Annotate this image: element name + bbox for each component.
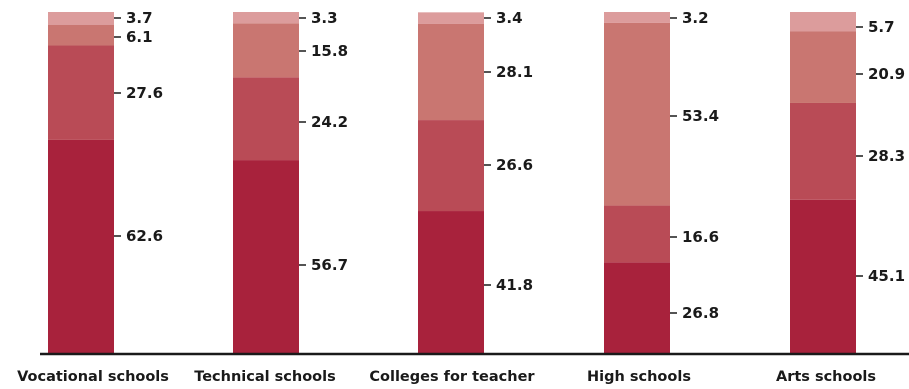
bar-segment-arts-schools-4 (790, 12, 856, 31)
category-labels-group: Vocational schools Technical schools Colle… (17, 369, 876, 385)
value-label-arts-schools-1: 45.1 (868, 267, 905, 285)
category-label-vocational-schools: Vocational schools (17, 369, 169, 385)
bar-segment-vocational-schools-1 (48, 140, 114, 354)
bar-segment-high-schools-2 (604, 206, 670, 263)
value-label-arts-schools-2: 28.3 (868, 147, 905, 165)
bar-segment-high-schools-4 (604, 12, 670, 23)
value-label-high-schools-2: 16.6 (682, 228, 719, 246)
value-label-arts-schools-3: 20.9 (868, 65, 905, 83)
value-label-technical-schools-2: 24.2 (311, 113, 348, 131)
value-label-high-schools-4: 3.2 (682, 9, 709, 27)
value-label-colleges-for-teacher-1: 41.8 (496, 276, 533, 294)
bar-segment-colleges-for-teacher-2 (418, 120, 484, 211)
value-label-colleges-for-teacher-4: 3.4 (496, 9, 523, 27)
value-label-vocational-schools-3: 6.1 (126, 28, 153, 46)
bar-segment-vocational-schools-2 (48, 46, 114, 140)
value-label-high-schools-3: 53.4 (682, 107, 719, 125)
value-label-high-schools-1: 26.8 (682, 304, 719, 322)
value-label-vocational-schools-2: 27.6 (126, 84, 163, 102)
bar-segment-high-schools-1 (604, 262, 670, 354)
bar-segment-high-schools-3 (604, 23, 670, 206)
bar-segment-technical-schools-3 (233, 23, 299, 77)
value-label-vocational-schools-4: 3.7 (126, 9, 153, 27)
category-label-colleges-for-teacher: Colleges for teacher (369, 369, 535, 385)
bar-segment-technical-schools-2 (233, 77, 299, 160)
value-label-technical-schools-1: 56.7 (311, 256, 348, 274)
bar-segment-arts-schools-1 (790, 200, 856, 354)
value-label-technical-schools-3: 15.8 (311, 42, 348, 60)
bar-segment-vocational-schools-3 (48, 25, 114, 46)
category-label-technical-schools: Technical schools (194, 369, 335, 385)
bar-segment-colleges-for-teacher-4 (418, 12, 484, 24)
value-label-vocational-schools-1: 62.6 (126, 227, 163, 245)
category-label-arts-schools: Arts schools (776, 369, 876, 385)
bar-segment-vocational-schools-4 (48, 12, 114, 25)
bar-segment-colleges-for-teacher-1 (418, 211, 484, 354)
value-label-arts-schools-4: 5.7 (868, 18, 895, 36)
value-label-colleges-for-teacher-2: 26.6 (496, 156, 533, 174)
bar-segment-arts-schools-2 (790, 103, 856, 200)
bar-segment-technical-schools-1 (233, 160, 299, 354)
bar-segment-arts-schools-3 (790, 31, 856, 102)
leader-lines-group (114, 18, 863, 313)
bar-segment-colleges-for-teacher-3 (418, 24, 484, 120)
value-label-colleges-for-teacher-3: 28.1 (496, 63, 533, 81)
bar-segment-technical-schools-4 (233, 12, 299, 23)
bars-group (48, 12, 856, 354)
value-label-technical-schools-4: 3.3 (311, 9, 338, 27)
category-label-high-schools: High schools (587, 369, 691, 385)
